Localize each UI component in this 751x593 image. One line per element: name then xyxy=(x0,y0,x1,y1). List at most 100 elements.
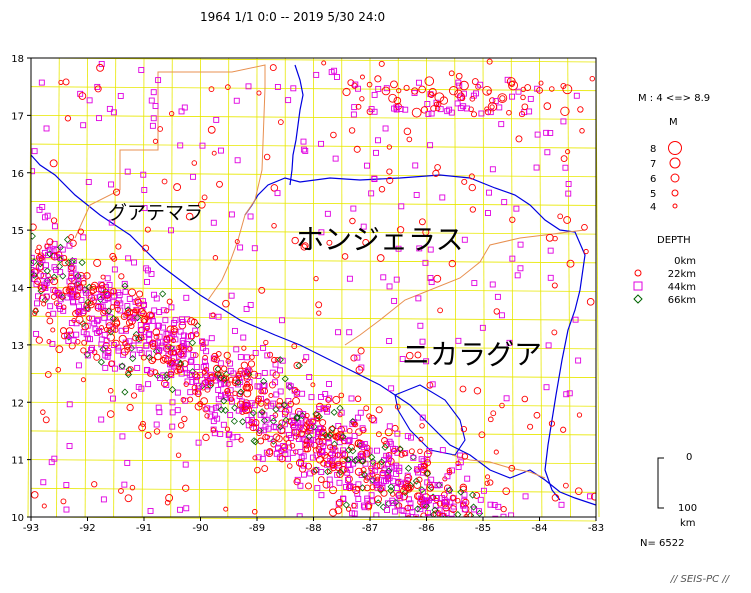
event-intermediate xyxy=(394,502,401,509)
event-shallow xyxy=(34,278,42,285)
event-intermediate xyxy=(455,464,462,470)
event-shallow xyxy=(455,72,463,80)
event-shallow xyxy=(381,437,389,445)
event-intermediate xyxy=(452,558,457,563)
event-intermediate xyxy=(487,109,494,116)
event-shallow xyxy=(301,242,309,249)
grid-meridian xyxy=(397,57,400,518)
event-shallow xyxy=(109,252,117,260)
y-tick-label: 15 xyxy=(11,226,24,237)
event-intermediate xyxy=(347,466,354,473)
event-intermediate xyxy=(489,281,496,288)
event-intermediate xyxy=(228,398,235,405)
event-shallow xyxy=(455,460,461,466)
event-shallow xyxy=(261,465,269,473)
event-shallow xyxy=(299,465,307,473)
event-deep xyxy=(145,353,154,362)
event-intermediate xyxy=(566,390,573,397)
event-shallow xyxy=(271,356,278,364)
event-intermediate xyxy=(500,572,505,577)
event-intermediate xyxy=(303,354,310,361)
event-intermediate xyxy=(210,219,217,226)
event-intermediate xyxy=(84,322,91,329)
event-intermediate xyxy=(187,359,194,366)
event-intermediate xyxy=(386,438,393,445)
grid-meridian xyxy=(198,57,201,518)
event-intermediate xyxy=(181,104,188,111)
event-intermediate xyxy=(160,307,167,314)
event-intermediate xyxy=(393,462,400,469)
event-intermediate xyxy=(155,346,162,353)
event-shallow xyxy=(586,298,595,306)
x-tick-label: -86 xyxy=(418,523,434,534)
event-intermediate xyxy=(373,512,380,517)
event-shallow xyxy=(201,369,207,375)
event-intermediate xyxy=(504,572,509,577)
event-shallow xyxy=(220,375,228,382)
event-intermediate xyxy=(43,293,50,300)
event-intermediate xyxy=(66,401,73,408)
event-deep xyxy=(220,397,228,405)
event-shallow xyxy=(327,444,334,451)
event-shallow xyxy=(364,484,371,492)
event-intermediate xyxy=(375,137,381,144)
event-shallow xyxy=(35,336,43,344)
event-shallow xyxy=(217,371,224,379)
event-shallow xyxy=(41,301,47,307)
event-intermediate xyxy=(117,300,124,307)
event-deep xyxy=(422,502,431,510)
grid-meridian xyxy=(426,57,429,518)
event-shallow xyxy=(498,569,502,573)
event-shallow xyxy=(381,527,385,531)
event-shallow xyxy=(137,308,146,317)
depth-legend-symbol xyxy=(634,269,642,277)
event-intermediate xyxy=(360,502,367,509)
event-intermediate xyxy=(178,108,185,115)
event-intermediate xyxy=(404,433,411,440)
event-deep xyxy=(359,457,367,465)
event-intermediate xyxy=(358,364,365,371)
event-intermediate xyxy=(487,501,494,508)
event-deep xyxy=(217,406,225,414)
event-deep xyxy=(351,457,359,465)
grid-meridian xyxy=(227,57,230,518)
event-intermediate xyxy=(450,528,455,533)
event-intermediate xyxy=(461,236,468,243)
event-shallow xyxy=(310,382,316,388)
depth-scale-unit: km xyxy=(680,518,696,529)
event-shallow xyxy=(374,473,381,480)
event-shallow xyxy=(165,493,174,502)
event-shallow xyxy=(192,389,198,395)
event-shallow xyxy=(549,86,555,92)
event-intermediate xyxy=(489,565,494,570)
event-intermediate xyxy=(152,103,159,109)
event-intermediate xyxy=(427,275,434,281)
event-shallow xyxy=(142,244,150,252)
event-intermediate xyxy=(506,339,513,346)
event-intermediate xyxy=(479,324,486,331)
event-deep xyxy=(349,417,357,426)
event-intermediate xyxy=(453,523,458,528)
event-shallow xyxy=(460,426,467,433)
event-intermediate xyxy=(291,428,298,435)
event-intermediate xyxy=(299,390,306,397)
event-shallow xyxy=(80,347,87,354)
event-shallow xyxy=(98,282,106,289)
event-shallow xyxy=(316,310,322,316)
event-shallow xyxy=(175,452,182,458)
event-shallow xyxy=(363,477,369,484)
event-intermediate xyxy=(386,283,393,290)
event-shallow xyxy=(319,428,327,437)
x-tick-label: -92 xyxy=(79,523,95,534)
event-shallow xyxy=(249,354,255,360)
event-shallow xyxy=(527,423,534,430)
event-intermediate xyxy=(237,379,244,386)
event-intermediate xyxy=(145,381,152,388)
event-shallow xyxy=(563,216,572,224)
event-shallow xyxy=(166,298,173,305)
event-intermediate xyxy=(360,444,367,451)
event-shallow xyxy=(416,476,423,483)
event-shallow xyxy=(490,585,497,592)
event-deep xyxy=(217,374,225,382)
event-intermediate xyxy=(182,461,189,468)
